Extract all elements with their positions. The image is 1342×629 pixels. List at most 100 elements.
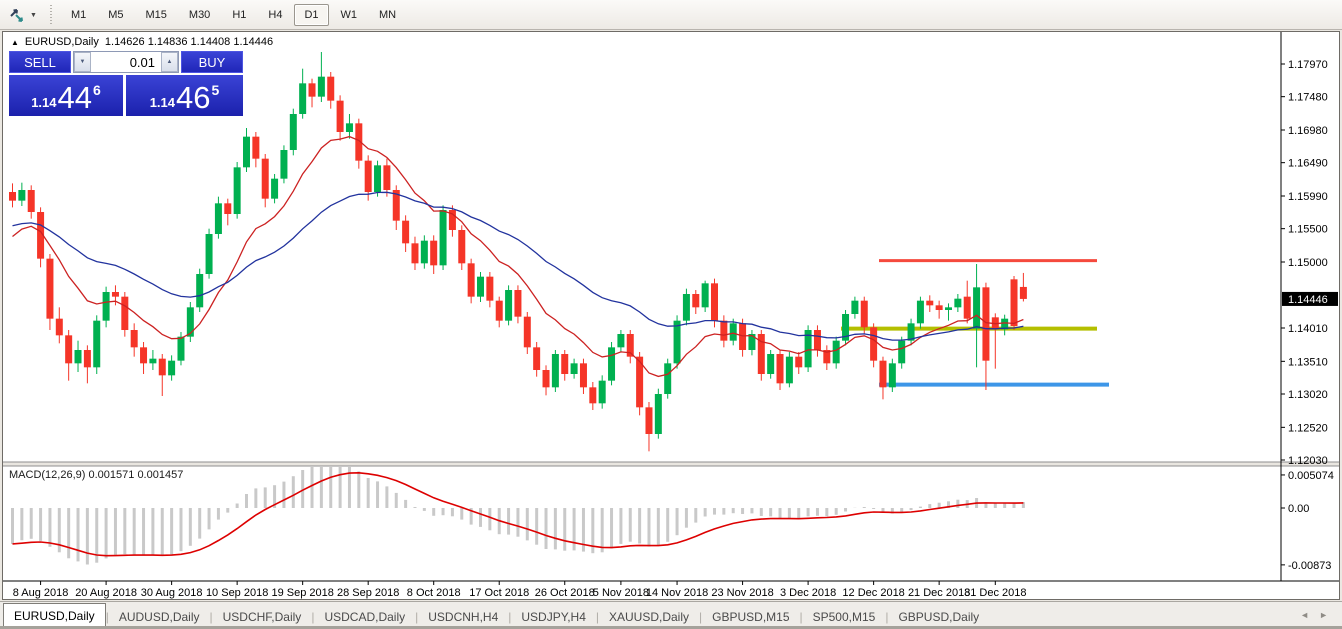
svg-text:19 Sep 2018: 19 Sep 2018 xyxy=(271,587,333,599)
svg-text:1.15990: 1.15990 xyxy=(1288,191,1328,203)
price-axis: 1.17970 1.17480 1.16980 1.16490 1.15990 1.155… xyxy=(1281,59,1328,467)
macd-main-value: 0.001571 xyxy=(88,469,135,481)
chart-tab-eurusd-daily[interactable]: EURUSD,Daily xyxy=(3,603,106,627)
svg-text:3 Dec 2018: 3 Dec 2018 xyxy=(780,587,836,599)
chart-title: ▲ EURUSD,Daily 1.14626 1.14836 1.14408 1… xyxy=(11,36,273,48)
macd-histogram xyxy=(11,467,1025,565)
ma-slow-line xyxy=(12,191,1024,341)
svg-text:31 Dec 2018: 31 Dec 2018 xyxy=(964,587,1026,599)
tab-scroll-arrows: ◄ ► xyxy=(1300,602,1328,627)
tab-scroll-right-icon[interactable]: ► xyxy=(1319,609,1328,620)
volume-decrease-button[interactable]: ▼ xyxy=(74,52,91,72)
ma-fast-line xyxy=(12,135,1024,378)
one-click-trading-panel: SELL ▼ 0.01 ▲ BUY 1.14 44 6 1.14 46 5 xyxy=(9,51,243,116)
macd-axis: 0.005074 0.00 -0.00873 xyxy=(1281,470,1334,572)
tab-separator: | xyxy=(105,610,109,624)
timeframe-button-m30[interactable]: M30 xyxy=(188,8,211,21)
svg-text:1.15000: 1.15000 xyxy=(1288,257,1328,269)
timeframe-button-m15[interactable]: M15 xyxy=(145,8,167,21)
svg-text:-0.00873: -0.00873 xyxy=(1288,560,1331,572)
svg-text:1.17970: 1.17970 xyxy=(1288,59,1328,71)
timeframe-button-h4[interactable]: H4 xyxy=(268,8,283,21)
svg-text:1.13510: 1.13510 xyxy=(1288,356,1328,368)
tab-separator: | xyxy=(885,610,889,624)
tab-separator: | xyxy=(699,610,703,624)
svg-text:1.14010: 1.14010 xyxy=(1288,323,1328,335)
svg-text:14 Nov 2018: 14 Nov 2018 xyxy=(646,587,708,599)
macd-signal-value: 0.001457 xyxy=(137,469,184,481)
svg-text:8 Aug 2018: 8 Aug 2018 xyxy=(13,587,69,599)
svg-text:1.12030: 1.12030 xyxy=(1288,455,1328,467)
chart-tab-usdjpy-h4[interactable]: USDJPY,H4 xyxy=(521,609,586,624)
chart-tab-xauusd-daily[interactable]: XAUUSD,Daily xyxy=(609,609,690,624)
chevron-down-icon[interactable]: ▼ xyxy=(30,12,37,19)
timeframe-toolbar: ▼ M1 M5 M15 M30 H1 H4 D1 W1 MN xyxy=(0,0,1342,30)
sell-price-pip: 6 xyxy=(93,82,101,98)
macd-name: MACD(12,26,9) xyxy=(9,469,86,481)
chart-tab-usdcad-daily[interactable]: USDCAD,Daily xyxy=(324,609,406,624)
chart-shift-icon[interactable] xyxy=(6,5,28,25)
svg-text:17 Oct 2018: 17 Oct 2018 xyxy=(469,587,529,599)
tab-separator: | xyxy=(595,610,599,624)
chart-ohlc-values: 1.14626 1.14836 1.14408 1.14446 xyxy=(104,36,274,48)
timeframe-button-m1[interactable]: M1 xyxy=(70,8,87,21)
svg-text:20 Aug 2018: 20 Aug 2018 xyxy=(75,587,137,599)
volume-increase-button[interactable]: ▲ xyxy=(161,52,178,72)
svg-text:1.16490: 1.16490 xyxy=(1288,158,1328,170)
chart-tab-usdchf-daily[interactable]: USDCHF,Daily xyxy=(222,609,302,624)
svg-text:1.17480: 1.17480 xyxy=(1288,92,1328,104)
buy-button[interactable]: BUY xyxy=(181,51,243,73)
buy-price-prefix: 1.14 xyxy=(149,95,176,110)
svg-text:0.00: 0.00 xyxy=(1288,503,1309,515)
current-price-tag: 1.14446 xyxy=(1282,291,1338,306)
sell-price-box[interactable]: 1.14 44 6 xyxy=(9,75,123,116)
svg-text:1.12520: 1.12520 xyxy=(1288,422,1328,434)
buy-price-box[interactable]: 1.14 46 5 xyxy=(126,75,243,116)
toolbar-grip[interactable] xyxy=(48,4,54,25)
chart-tab-gbpusd-daily[interactable]: GBPUSD,Daily xyxy=(898,609,980,624)
svg-text:5 Nov 2018: 5 Nov 2018 xyxy=(593,587,649,599)
svg-text:21 Dec 2018: 21 Dec 2018 xyxy=(908,587,970,599)
collapse-icon[interactable]: ▲ xyxy=(11,37,19,47)
svg-text:0.005074: 0.005074 xyxy=(1288,470,1334,482)
chart-symbol-label: EURUSD,Daily xyxy=(24,36,99,48)
timeframe-button-m5[interactable]: M5 xyxy=(108,8,124,21)
chart-tab-gbpusd-m15[interactable]: GBPUSD,M15 xyxy=(712,609,790,624)
macd-indicator-label: MACD(12,26,9) 0.001571 0.001457 xyxy=(9,469,183,481)
date-axis: 8 Aug 2018 20 Aug 2018 30 Aug 2018 10 Sep 2… xyxy=(13,581,1026,599)
chart-tab-sp500-m15[interactable]: SP500,M15 xyxy=(812,609,876,624)
timeframe-button-w1[interactable]: W1 xyxy=(340,8,358,21)
svg-text:26 Oct 2018: 26 Oct 2018 xyxy=(535,587,595,599)
window-bottom-edge xyxy=(0,626,1342,629)
tab-separator: | xyxy=(209,610,213,624)
timeframe-button-h1[interactable]: H1 xyxy=(232,8,247,21)
svg-text:23 Nov 2018: 23 Nov 2018 xyxy=(711,587,773,599)
price-chart-canvas[interactable]: 1.17970 1.17480 1.16980 1.16490 1.15990 1.155… xyxy=(3,32,1339,599)
tab-scroll-left-icon[interactable]: ◄ xyxy=(1300,609,1310,620)
sell-price-big: 44 xyxy=(57,80,92,115)
timeframe-button-mn[interactable]: MN xyxy=(379,8,397,21)
chart-window: ▲ EURUSD,Daily 1.14626 1.14836 1.14408 1… xyxy=(2,31,1340,600)
svg-text:1.14446: 1.14446 xyxy=(1288,294,1328,306)
volume-input[interactable]: 0.01 xyxy=(129,54,155,70)
tab-separator: | xyxy=(508,610,512,624)
volume-stepper: ▼ 0.01 ▲ xyxy=(73,51,179,73)
svg-text:1.16980: 1.16980 xyxy=(1288,125,1328,137)
sell-price-prefix: 1.14 xyxy=(31,95,57,110)
chart-tab-bar: EURUSD,Daily | AUDUSD,Daily | USDCHF,Daily | U… xyxy=(0,601,1342,627)
svg-text:30 Aug 2018: 30 Aug 2018 xyxy=(141,587,203,599)
svg-text:10 Sep 2018: 10 Sep 2018 xyxy=(206,587,268,599)
sell-button[interactable]: SELL xyxy=(9,51,71,73)
svg-text:1.15500: 1.15500 xyxy=(1288,224,1328,236)
svg-text:28 Sep 2018: 28 Sep 2018 xyxy=(337,587,399,599)
timeframe-button-d1[interactable]: D1 xyxy=(294,3,329,26)
tab-separator: | xyxy=(311,610,315,624)
chart-tab-audusd-daily[interactable]: AUDUSD,Daily xyxy=(118,609,200,624)
svg-text:1.13020: 1.13020 xyxy=(1288,389,1328,401)
chart-tab-usdcnh-h4[interactable]: USDCNH,H4 xyxy=(428,609,499,624)
subwindow-separator xyxy=(3,462,1339,466)
timeframe-buttons: M1 M5 M15 M30 H1 H4 D1 W1 MN xyxy=(60,3,407,26)
buy-price-pip: 5 xyxy=(211,82,220,98)
svg-text:12 Dec 2018: 12 Dec 2018 xyxy=(842,587,904,599)
